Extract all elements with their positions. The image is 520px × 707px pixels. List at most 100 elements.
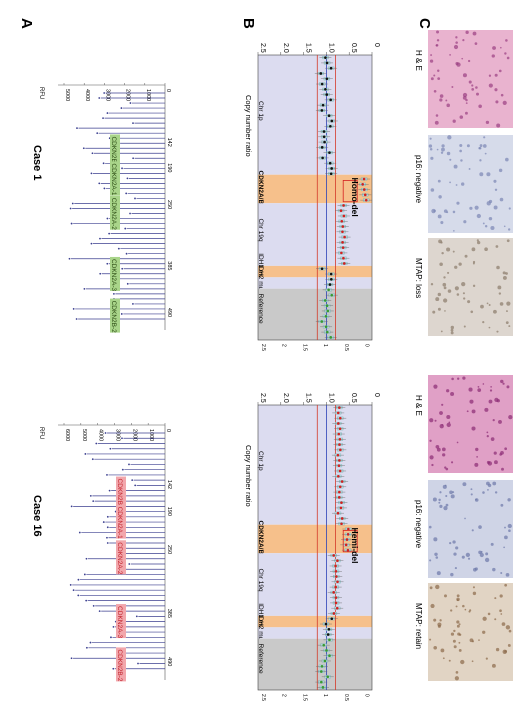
peak-marker	[128, 463, 130, 466]
nucleus	[471, 84, 474, 87]
probe-point	[329, 172, 333, 176]
rfu-tick-label: 1000	[148, 429, 154, 441]
nucleus	[487, 483, 492, 488]
probe-point	[328, 638, 331, 642]
case1-title: Case 1	[31, 145, 43, 180]
ratio-tick-label: 2.0	[282, 43, 289, 53]
cnv-call-label: Homo-del	[350, 178, 360, 217]
nucleus	[472, 262, 475, 265]
nucleus	[494, 88, 498, 92]
nucleus	[435, 556, 439, 559]
nucleus	[456, 293, 460, 296]
peak-marker	[72, 589, 75, 592]
nucleus	[466, 410, 469, 413]
nucleus	[502, 649, 507, 654]
probe-point	[320, 680, 323, 684]
nucleus	[438, 195, 442, 199]
nucleus	[438, 498, 441, 502]
nucleus	[459, 149, 462, 153]
nucleus	[442, 453, 446, 457]
probe-point	[330, 617, 334, 621]
nucleus	[505, 572, 510, 577]
nucleus	[490, 437, 495, 441]
nucleus	[429, 137, 432, 140]
nucleus	[479, 552, 484, 558]
peak-marker	[95, 442, 98, 445]
ratio-right-tick: 0	[364, 694, 370, 697]
nucleus	[439, 98, 443, 102]
nucleus	[444, 310, 446, 312]
nucleus	[475, 86, 478, 89]
probe-point	[362, 177, 366, 181]
call-box	[342, 179, 358, 203]
probe-point	[330, 293, 334, 297]
nucleus	[476, 239, 479, 242]
ratio-right-tick: 0.5	[343, 344, 349, 351]
peak-marker	[125, 192, 128, 195]
probe-point	[342, 204, 345, 207]
peak-marker	[106, 217, 109, 220]
nucleus	[500, 450, 504, 455]
nucleus	[468, 387, 473, 392]
nucleus	[432, 497, 437, 502]
ratio-tick-label: 1.0	[327, 43, 334, 53]
probe-point	[323, 299, 327, 302]
nucleus	[450, 632, 455, 636]
probe-box	[116, 604, 126, 639]
probe-point	[327, 288, 330, 292]
nucleus	[507, 228, 511, 231]
nucleus	[482, 383, 485, 385]
probe-box	[116, 647, 126, 682]
peak-marker	[77, 578, 80, 581]
probe-point	[320, 664, 324, 668]
ratio-tick-label: 1.5	[305, 393, 312, 403]
nucleus	[436, 30, 440, 34]
probe-point	[338, 443, 341, 446]
ratio-tick-label: 0	[373, 393, 380, 397]
nucleus	[450, 494, 455, 499]
peak-marker	[104, 432, 107, 434]
probe-point	[326, 309, 330, 313]
nucleus	[467, 557, 471, 560]
probe-point	[339, 448, 342, 452]
probe-point	[342, 256, 345, 260]
nucleus	[478, 525, 482, 529]
region-band	[258, 524, 372, 554]
rfu-tick-label: 4000	[84, 89, 90, 101]
probe-point	[332, 554, 336, 557]
peak-marker	[120, 107, 123, 109]
ratio-tick-label: 2.0	[282, 393, 289, 403]
probe-point	[337, 464, 341, 467]
probe-point	[361, 183, 364, 186]
rfu-tick-label: 3000	[104, 89, 110, 101]
nucleus	[503, 225, 506, 228]
probe-point	[340, 522, 343, 526]
probe-point	[338, 490, 341, 494]
nucleus	[438, 501, 441, 504]
histology-image	[428, 480, 513, 578]
size-tick-label: 190	[166, 163, 172, 172]
nucleus	[496, 123, 501, 128]
nucleus	[499, 302, 504, 306]
nucleus	[433, 384, 438, 389]
nucleus	[495, 100, 499, 104]
histology-label: H & E	[414, 395, 423, 416]
rfu-tick-label: 3000	[115, 429, 121, 441]
probe-point	[336, 580, 339, 584]
nucleus	[458, 641, 461, 644]
nucleus	[475, 498, 477, 501]
nucleus	[491, 54, 495, 58]
probe-point	[327, 114, 331, 117]
nucleus	[472, 586, 475, 589]
ratio-right-tick: 2	[281, 694, 287, 697]
probe-box	[116, 504, 126, 539]
nucleus	[445, 503, 449, 507]
ratio-tick-label: 0.5	[350, 393, 357, 403]
nucleus	[440, 241, 443, 244]
nucleus	[494, 597, 497, 600]
nucleus	[496, 330, 499, 333]
peak-marker	[68, 257, 71, 260]
nucleus	[446, 247, 451, 252]
nucleus	[446, 414, 451, 420]
